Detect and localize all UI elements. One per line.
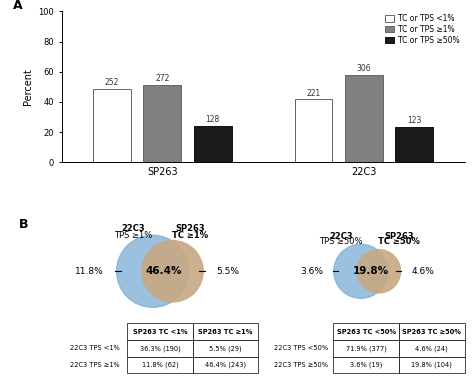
Text: 3.6%: 3.6% <box>300 267 323 276</box>
Circle shape <box>142 241 203 302</box>
Text: SP263: SP263 <box>384 232 413 241</box>
Y-axis label: Percent: Percent <box>23 69 33 105</box>
Legend: TC or TPS <1%, TC or TPS ≥1%, TC or TPS ≥50%: TC or TPS <1%, TC or TPS ≥1%, TC or TPS … <box>384 12 461 46</box>
Text: 11.8%: 11.8% <box>75 267 104 276</box>
Text: 221: 221 <box>306 88 320 98</box>
Text: 46.4%: 46.4% <box>145 266 182 276</box>
Text: TC ≥50%: TC ≥50% <box>378 237 419 246</box>
Text: 4.6%: 4.6% <box>411 267 434 276</box>
Bar <box>93 89 131 162</box>
Text: 128: 128 <box>206 115 220 124</box>
Text: B: B <box>18 218 28 231</box>
Text: TPS ≥50%: TPS ≥50% <box>319 237 363 246</box>
Bar <box>294 99 332 162</box>
Text: 19.8%: 19.8% <box>353 266 389 276</box>
Bar <box>144 85 181 162</box>
Circle shape <box>357 250 401 293</box>
Bar <box>194 126 232 162</box>
Circle shape <box>117 235 189 307</box>
Text: 272: 272 <box>155 74 170 83</box>
Text: 22C3: 22C3 <box>329 232 353 241</box>
Circle shape <box>334 244 388 298</box>
Text: SP263: SP263 <box>176 224 205 234</box>
Text: 22C3: 22C3 <box>121 224 145 234</box>
Text: 252: 252 <box>105 78 119 87</box>
Text: TPS ≥1%: TPS ≥1% <box>114 231 152 240</box>
Text: 5.5%: 5.5% <box>216 267 239 276</box>
Text: 306: 306 <box>356 64 371 73</box>
Text: 123: 123 <box>407 116 421 125</box>
Bar <box>345 75 383 162</box>
Bar <box>395 127 433 162</box>
Text: A: A <box>13 0 23 12</box>
Text: TC ≥1%: TC ≥1% <box>173 231 209 240</box>
